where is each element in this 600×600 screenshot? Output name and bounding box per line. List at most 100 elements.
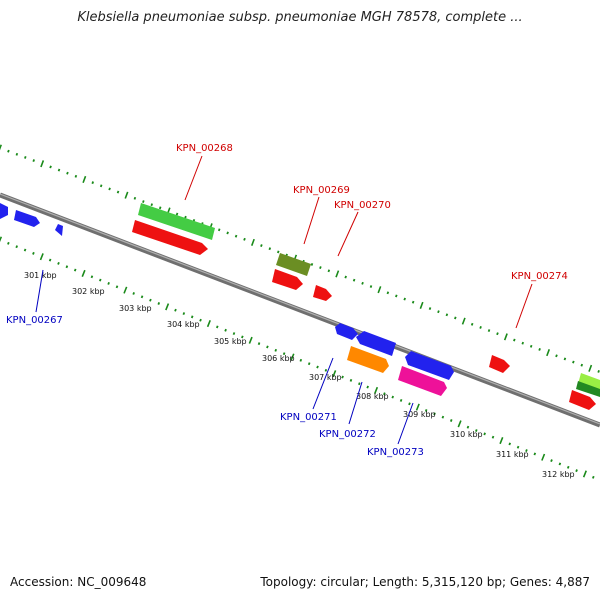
minor-tick: [538, 348, 541, 351]
gene-arrow[interactable]: [138, 203, 215, 240]
gene-arrow[interactable]: [272, 269, 303, 290]
gene-arrow[interactable]: [347, 346, 389, 373]
gene-arrow[interactable]: [276, 253, 311, 276]
major-tick: [82, 175, 87, 184]
minor-tick: [580, 363, 584, 367]
minor-tick: [190, 315, 194, 319]
minor-tick: [217, 228, 221, 232]
major-tick: [582, 470, 587, 478]
gene-arrow[interactable]: [55, 224, 63, 236]
minor-tick: [23, 248, 27, 252]
genome-backbone-highlight: [0, 193, 600, 425]
minor-tick: [525, 449, 528, 453]
minor-tick: [395, 294, 398, 298]
minor-tick: [349, 378, 353, 382]
minor-tick: [491, 435, 495, 439]
minor-tick: [115, 285, 119, 289]
major-tick: [248, 336, 253, 344]
gene-arrow[interactable]: [489, 355, 510, 373]
minor-tick: [496, 332, 499, 336]
minor-tick: [132, 292, 135, 295]
gene-features[interactable]: [0, 203, 600, 410]
minor-tick: [98, 278, 102, 282]
minor-tick: [48, 258, 52, 262]
minor-tick: [319, 266, 322, 270]
gene-arrow[interactable]: [576, 381, 600, 397]
gene-arrow[interactable]: [405, 351, 454, 380]
minor-tick: [408, 402, 411, 406]
accession-text: Accession: NC_009648: [10, 575, 147, 589]
gene-label[interactable]: KPN_00268: [176, 143, 233, 154]
minor-tick: [133, 196, 137, 200]
minor-tick: [513, 338, 516, 342]
minor-tick: [529, 344, 533, 348]
gene-arrow[interactable]: [0, 203, 8, 219]
minor-tick: [566, 465, 570, 469]
minor-tick: [243, 237, 246, 241]
gene-arrow[interactable]: [356, 331, 396, 356]
gene-arrow[interactable]: [569, 390, 596, 410]
minor-tick: [65, 265, 69, 269]
gene-arrow[interactable]: [313, 285, 332, 301]
minor-tick: [454, 316, 457, 320]
major-tick: [415, 403, 420, 411]
minor-tick: [66, 171, 69, 175]
minor-tick: [383, 392, 386, 396]
kbp-label: 304 kbp: [167, 320, 200, 329]
major-tick: [373, 386, 379, 394]
gene-arrow[interactable]: [398, 366, 447, 396]
major-tick: [0, 144, 2, 151]
gene-label[interactable]: KPN_00267: [6, 315, 63, 326]
minor-tick: [479, 325, 482, 329]
minor-tick: [299, 358, 303, 362]
minor-tick: [555, 354, 558, 358]
gene-arrow[interactable]: [14, 210, 40, 227]
major-tick: [39, 253, 44, 261]
minor-tick: [32, 251, 35, 255]
major-tick: [335, 270, 340, 278]
kbp-labels: 301 kbp 302 kbp 303 kbp 304 kbp 305 kbp …: [24, 271, 575, 479]
minor-tick: [282, 352, 286, 356]
genome-backbone: [0, 192, 600, 428]
minor-tick: [91, 181, 95, 185]
kbp-label: 301 kbp: [24, 271, 57, 280]
minor-tick: [310, 263, 314, 266]
minor-tick: [182, 312, 186, 315]
minor-tick: [441, 415, 445, 419]
gene-label[interactable]: KPN_00274: [511, 271, 568, 282]
minor-tick: [483, 432, 486, 436]
minor-tick: [74, 174, 78, 178]
minor-tick: [575, 469, 578, 473]
minor-tick: [369, 285, 373, 288]
minor-tick: [521, 341, 525, 345]
minor-tick: [411, 300, 415, 304]
minor-tick: [428, 307, 432, 310]
minor-tick: [234, 234, 238, 238]
minor-tick: [49, 165, 52, 169]
gene-label[interactable]: KPN_00271: [280, 412, 337, 423]
gene-arrow[interactable]: [132, 220, 208, 255]
gene-label[interactable]: KPN_00269: [293, 185, 350, 196]
minor-tick: [260, 244, 263, 248]
gene-arrow[interactable]: [335, 323, 358, 340]
minor-tick: [344, 275, 347, 279]
minor-tick: [516, 445, 520, 449]
minor-tick: [276, 250, 280, 254]
gene-label[interactable]: KPN_00270: [334, 200, 391, 211]
minor-tick: [32, 159, 35, 163]
minor-tick: [352, 278, 356, 282]
minor-tick: [24, 156, 27, 159]
minor-tick: [7, 149, 10, 153]
gene-label[interactable]: KPN_00272: [319, 429, 376, 440]
minor-tick: [149, 298, 152, 302]
major-tick: [541, 453, 546, 461]
minor-tick: [15, 152, 19, 156]
major-tick: [250, 238, 255, 246]
minor-tick: [99, 184, 103, 188]
minor-tick: [597, 370, 600, 373]
minor-tick: [157, 302, 161, 305]
major-tick: [499, 437, 504, 445]
gene-label[interactable]: KPN_00273: [367, 447, 424, 458]
label-leaders: [35, 155, 533, 445]
